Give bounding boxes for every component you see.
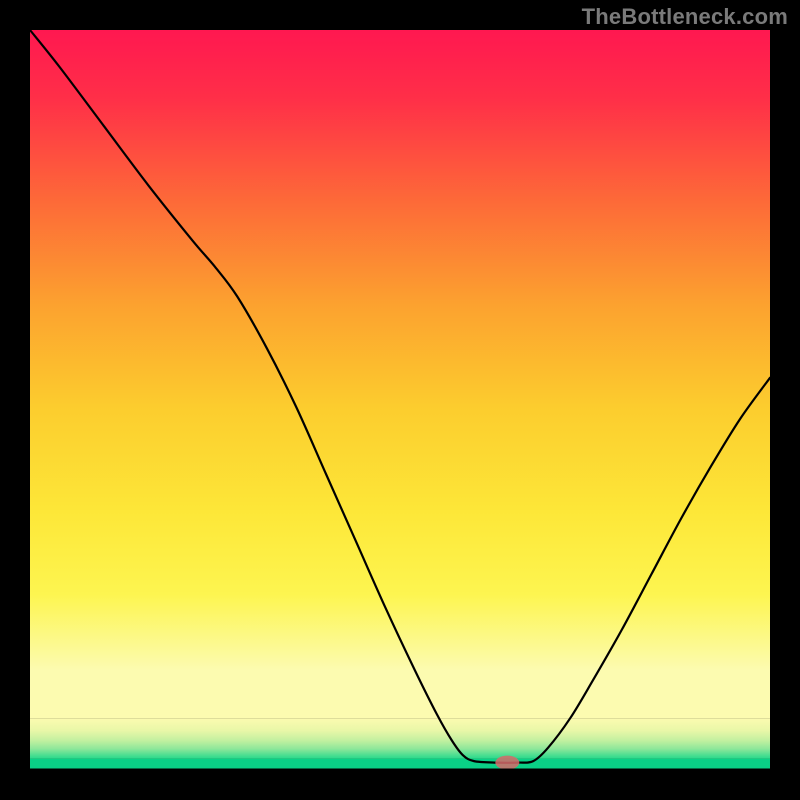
optimal-point-marker <box>495 756 519 770</box>
chart-container: TheBottleneck.com <box>0 0 800 800</box>
watermark-text: TheBottleneck.com <box>582 4 788 30</box>
bottleneck-curve-chart <box>0 0 800 800</box>
plot-background <box>30 30 770 770</box>
